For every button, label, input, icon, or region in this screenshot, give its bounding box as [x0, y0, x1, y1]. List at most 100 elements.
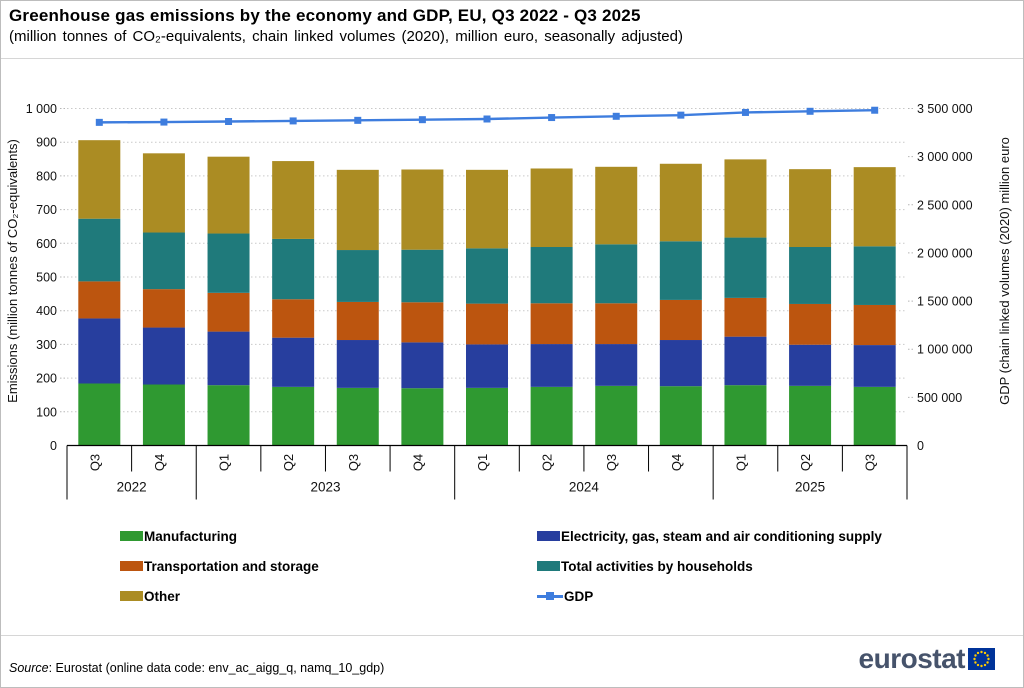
legend-item-transportation-and-storage: Transportation and storage: [120, 558, 319, 574]
bar-segment: [853, 386, 896, 446]
right-tick-label: 3 000 000: [917, 150, 973, 164]
eu-flag-icon: [968, 648, 995, 670]
bar-segment: [853, 304, 896, 346]
bar-segment: [595, 344, 638, 386]
bar-segment: [78, 318, 121, 384]
bar-segment: [789, 303, 832, 345]
bar-segment: [789, 385, 832, 446]
gdp-marker: [354, 116, 362, 124]
source-text: : Eurostat (online data code: env_ac_aig…: [48, 661, 385, 675]
bar-segment: [853, 167, 896, 247]
eu-star: [980, 664, 983, 668]
eu-star: [987, 657, 990, 661]
eu-star: [973, 657, 976, 661]
right-tick-label: 2 000 000: [917, 246, 973, 260]
bar-segment: [530, 303, 573, 345]
bar-segment: [142, 384, 185, 446]
eu-star: [980, 650, 983, 654]
right-tick-label: 500 000: [917, 391, 962, 405]
left-tick-label: 200: [36, 372, 57, 386]
bar-segment: [466, 344, 508, 388]
bar-segment: [789, 344, 832, 386]
gdp-marker: [871, 106, 879, 114]
bar-segment: [724, 385, 767, 446]
bar-segment: [595, 166, 638, 245]
bar-segment: [78, 218, 121, 282]
bar-segment: [466, 303, 508, 345]
legend-item-gdp: GDP: [537, 588, 594, 604]
footer-divider: [1, 635, 1023, 636]
bar-segment: [595, 244, 638, 304]
right-tick-label: 3 500 000: [917, 102, 973, 116]
bar-segment: [336, 301, 379, 341]
legend-item-manufacturing: Manufacturing: [120, 528, 237, 544]
quarter-label: Q1: [733, 454, 748, 471]
gdp-marker: [95, 118, 103, 126]
eu-star: [983, 663, 987, 667]
year-labels: 2022 2023 2024 2025: [117, 480, 826, 495]
bar-segment: [401, 249, 444, 303]
legend-label: Manufacturing: [144, 528, 237, 544]
bar-segment: [78, 281, 121, 319]
legend-label: GDP: [564, 588, 594, 604]
bar-segment: [659, 340, 702, 387]
bar-segment: [401, 388, 444, 446]
bar-segment: [466, 387, 508, 446]
gdp-marker: [741, 108, 749, 116]
bar-segment: [724, 336, 767, 386]
bar-segment: [530, 168, 573, 248]
gdp-line: [95, 106, 879, 126]
source-label: Source: [9, 661, 49, 675]
bar-segment: [595, 303, 638, 345]
right-tick-label: 2 500 000: [917, 198, 973, 212]
bar-segment: [142, 289, 185, 328]
bar-segment: [724, 237, 767, 298]
bar-segment: [78, 140, 121, 219]
quarter-label: Q2: [540, 454, 555, 471]
quarter-label: Q4: [410, 454, 425, 471]
bar-segment: [207, 292, 250, 332]
gdp-marker: [160, 118, 168, 126]
eurostat-logo-text: eurostat: [858, 643, 966, 674]
year-label: 2025: [795, 480, 825, 495]
bar-segment: [336, 169, 379, 251]
bar-segment: [659, 163, 702, 242]
bar-segment: [530, 344, 573, 387]
gdp-marker: [677, 111, 685, 119]
legend-line-icon: [537, 591, 563, 601]
legend-item-electricity-gas-steam-and-air-conditioning-supply: Electricity, gas, steam and air conditio…: [537, 528, 882, 544]
legend-swatch-transportation-and-storage: [120, 561, 143, 571]
bar-segment: [466, 248, 508, 304]
right-axis-ticks: 0 500 000 1 000 000 1 500 000 2 000 000 2 500…: [908, 102, 973, 453]
legend-swatch-manufacturing: [120, 531, 143, 541]
bar-segment: [401, 302, 444, 343]
bar-segment: [530, 247, 573, 304]
bar-segment: [789, 247, 832, 304]
quarter-label: Q3: [604, 454, 619, 471]
bar-segment: [789, 169, 832, 248]
gdp-marker: [289, 117, 297, 125]
legend-label: Transportation and storage: [144, 558, 319, 574]
quarter-label: Q4: [152, 454, 167, 471]
left-tick-label: 400: [36, 304, 57, 318]
source-note: Source: Eurostat (online data code: env_…: [9, 661, 384, 675]
gdp-marker: [483, 115, 491, 123]
eu-star: [986, 654, 989, 657]
bar-segment: [595, 385, 638, 446]
legend-label: Electricity, gas, steam and air conditio…: [561, 528, 882, 544]
legend-label: Total activities by households: [561, 558, 753, 574]
left-tick-label: 100: [36, 405, 57, 419]
eurostat-logo: eurostat: [859, 645, 995, 673]
bar-segment: [207, 156, 250, 234]
bar-segment: [336, 340, 379, 388]
stacked-bars: [78, 140, 896, 446]
gdp-marker: [806, 107, 814, 115]
left-axis-title: Emissions (million tonnes of CO₂-equival…: [5, 139, 20, 403]
bar-segment: [659, 386, 702, 446]
left-tick-label: 0: [50, 439, 57, 453]
bar-segment: [272, 337, 315, 387]
left-tick-label: 600: [36, 237, 57, 251]
gdp-marker: [612, 112, 620, 120]
bar-segment: [853, 345, 896, 387]
